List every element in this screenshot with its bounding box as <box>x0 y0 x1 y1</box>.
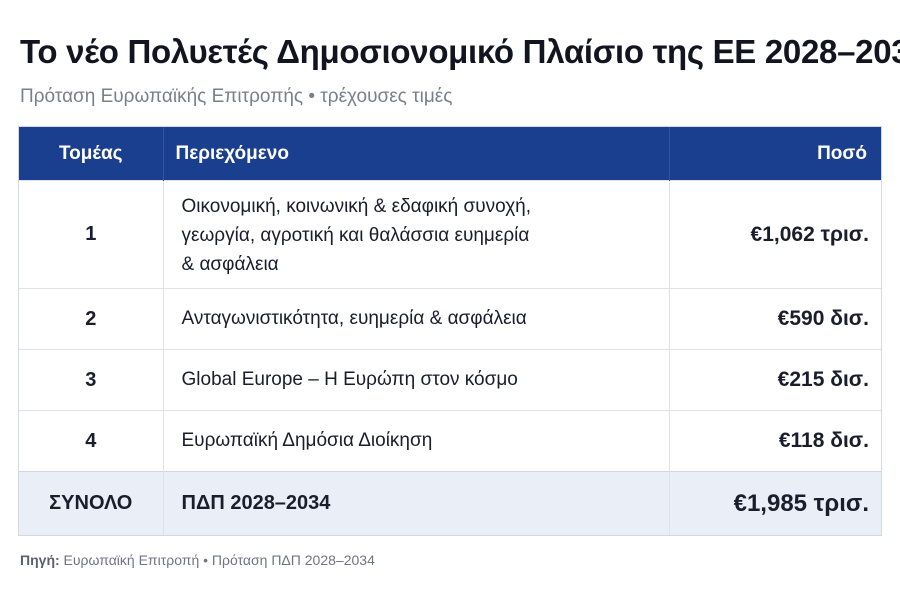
sector-number: 2 <box>19 288 164 350</box>
table-row: 3 Global Europe – Η Ευρώπη στον κόσμο €2… <box>19 349 881 411</box>
column-header-sector: Τομέας <box>19 127 164 181</box>
total-amount: €1,985 τρισ. <box>669 471 881 535</box>
total-label: ΣΥΝΟΛΟ <box>19 471 164 535</box>
sector-number: 3 <box>19 349 164 411</box>
sector-number: 1 <box>19 180 164 289</box>
source-label: Πηγή: <box>20 552 60 568</box>
table-header-row: Τομέας Περιεχόμενο Ποσό <box>19 127 881 181</box>
sector-content: Global Europe – Η Ευρώπη στον κόσμο <box>163 349 670 411</box>
sector-amount: €118 δισ. <box>669 410 881 472</box>
sector-content: Οικονομική, κοινωνική & εδαφική συνοχή, … <box>163 180 670 289</box>
table-header: Τομέας Περιεχόμενο Ποσό <box>19 127 881 181</box>
sector-number: 4 <box>19 410 164 472</box>
mff-table: Τομέας Περιεχόμενο Ποσό 1 Οικονομική, κο… <box>18 126 882 536</box>
sector-content-line: & ασφάλεια <box>181 254 279 275</box>
sector-amount: €1,062 τρισ. <box>669 180 881 289</box>
table-row: 2 Ανταγωνιστικότητα, ευημερία & ασφάλεια… <box>19 288 881 350</box>
sector-content-line: Οικονομική, κοινωνική & εδαφική συνοχή, <box>181 196 532 217</box>
column-header-content: Περιεχόμενο <box>163 127 670 181</box>
sector-content: Ανταγωνιστικότητα, ευημερία & ασφάλεια <box>163 288 670 350</box>
total-row: ΣΥΝΟΛΟ ΠΔΠ 2028–2034 €1,985 τρισ. <box>19 471 881 535</box>
table-row: 4 Ευρωπαϊκή Δημόσια Διοίκηση €118 δισ. <box>19 410 881 472</box>
sector-amount: €215 δισ. <box>669 349 881 411</box>
column-header-amount: Ποσό <box>669 127 881 181</box>
total-content: ΠΔΠ 2028–2034 <box>163 471 670 535</box>
sector-amount: €590 δισ. <box>669 288 881 350</box>
source-text: Ευρωπαϊκή Επιτροπή • Πρόταση ΠΔΠ 2028–20… <box>59 552 375 568</box>
table-body: 1 Οικονομική, κοινωνική & εδαφική συνοχή… <box>19 180 881 535</box>
page-subtitle: Πρόταση Ευρωπαϊκής Επιτροπής • τρέχουσες… <box>20 86 453 107</box>
sector-content: Ευρωπαϊκή Δημόσια Διοίκηση <box>163 410 670 472</box>
sector-content-line: γεωργία, αγροτική και θαλάσσια ευημερία <box>181 225 530 246</box>
table-row: 1 Οικονομική, κοινωνική & εδαφική συνοχή… <box>19 180 881 289</box>
page-title: Το νέο Πολυετές Δημοσιονομικό Πλαίσιο τη… <box>20 33 900 70</box>
mff-table-grid: Τομέας Περιεχόμενο Ποσό 1 Οικονομική, κο… <box>19 127 881 535</box>
source-note: Πηγή: Ευρωπαϊκή Επιτροπή • Πρόταση ΠΔΠ 2… <box>20 552 375 568</box>
